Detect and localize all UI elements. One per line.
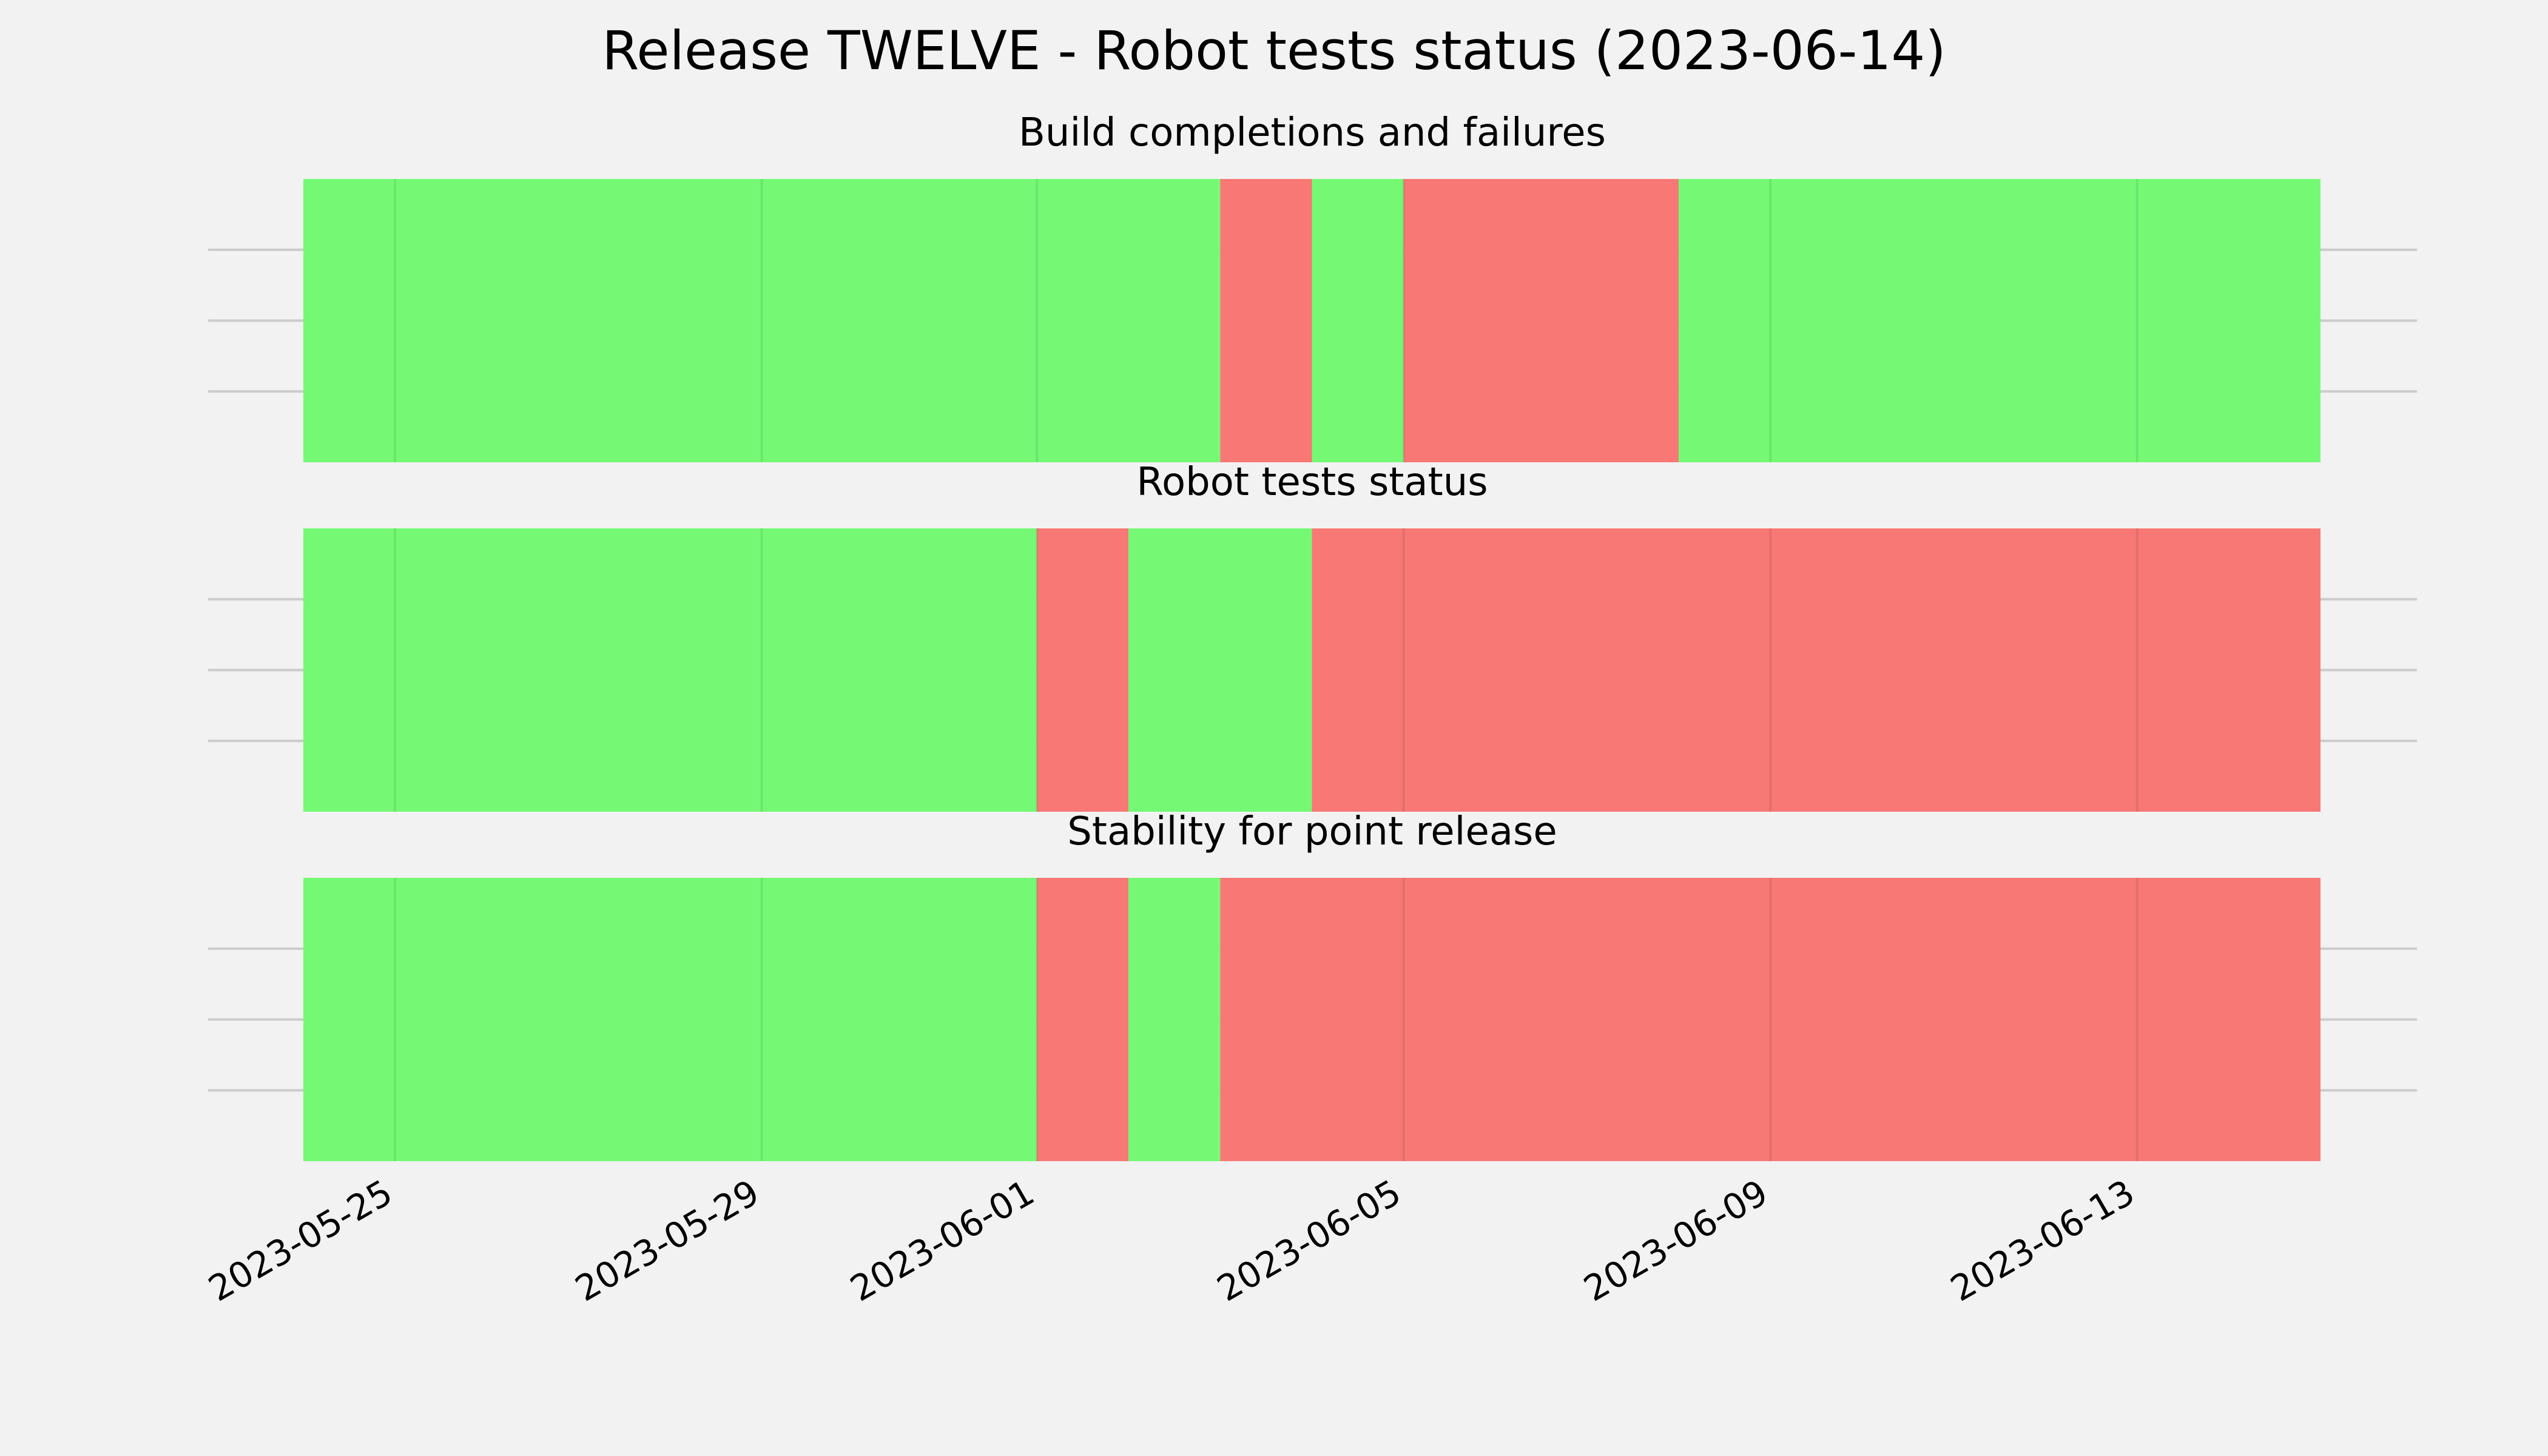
- panel-subtitle: Robot tests status: [1136, 460, 1488, 505]
- segment-pass: [1679, 179, 2320, 462]
- panel-subtitle: Build completions and failures: [1019, 110, 1606, 155]
- x-axis: 2023-05-25 2023-05-29 2023-06-01 2023-06-05…: [201, 1171, 2142, 1309]
- segment-pass: [1312, 179, 1404, 462]
- segment-pass: [303, 878, 1037, 1161]
- segment-fail: [1403, 179, 1679, 462]
- panel-1: Build completions and failures: [208, 110, 2417, 462]
- segment-fail: [1220, 179, 1312, 462]
- panel-3: Stability for point release: [208, 809, 2417, 1161]
- x-tick-label: 2023-05-25: [201, 1171, 399, 1309]
- x-tick-label: 2023-06-13: [1944, 1171, 2142, 1309]
- segment-pass: [1128, 528, 1312, 812]
- segment-fail: [1037, 878, 1129, 1161]
- x-tick-label: 2023-06-01: [843, 1171, 1041, 1309]
- segment-fail: [1220, 878, 2320, 1161]
- segment-fail: [1037, 528, 1129, 812]
- segment-pass: [303, 179, 1221, 462]
- panels: Build completions and failures Robot test…: [208, 110, 2417, 1161]
- segment-fail: [1312, 528, 2320, 812]
- segment-pass: [303, 528, 1037, 812]
- chart-title: Release TWELVE - Robot tests status (202…: [602, 19, 1946, 82]
- panel-2: Robot tests status: [208, 460, 2417, 812]
- x-tick-label: 2023-06-05: [1210, 1171, 1408, 1309]
- x-tick-label: 2023-06-09: [1577, 1171, 1774, 1309]
- x-tick-label: 2023-05-29: [568, 1171, 766, 1309]
- segment-pass: [1128, 878, 1221, 1161]
- panel-subtitle: Stability for point release: [1067, 809, 1557, 854]
